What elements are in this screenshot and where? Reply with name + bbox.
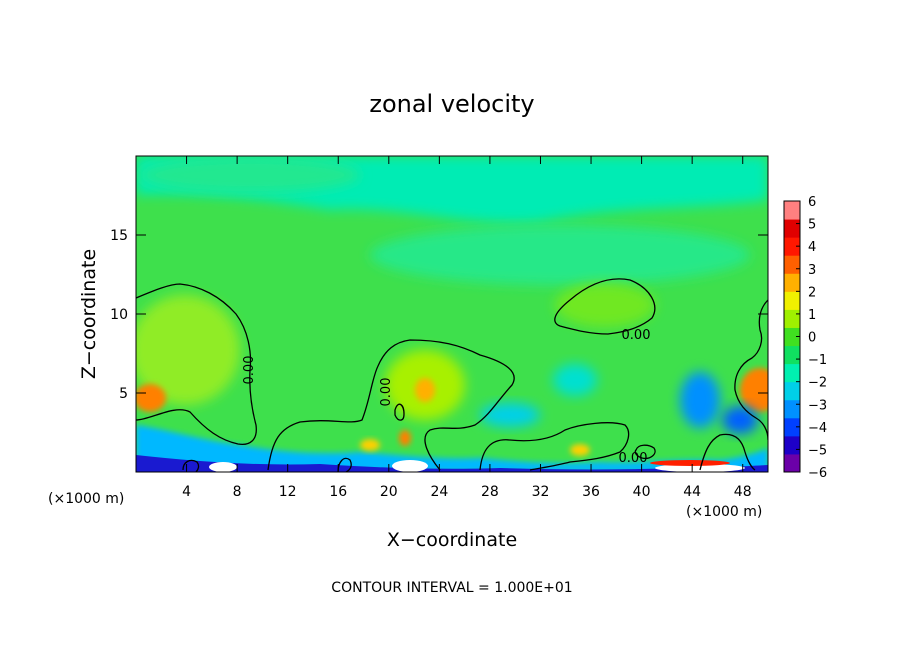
colorbar-segment <box>784 273 800 292</box>
colorbar-tick-label: −4 <box>808 421 827 436</box>
surface-band <box>136 455 768 472</box>
anomaly-mid-cyan <box>480 403 540 427</box>
x-tick-label: 32 <box>532 484 550 500</box>
contour-label: 0.00 <box>619 451 648 466</box>
y-tick-label: 10 <box>110 307 128 323</box>
colorbar-segment <box>784 327 800 347</box>
contour-line-far-right <box>699 433 756 471</box>
x-tick-label: 24 <box>430 484 448 500</box>
colorbar-tick-label: 6 <box>808 195 816 210</box>
colorbar-segment <box>784 363 800 383</box>
near-surface-band <box>136 425 768 472</box>
contour-labels: 0.00 0.00 0.00 0.00 <box>242 328 650 466</box>
x-unit-left: (×1000 m) <box>48 491 124 507</box>
colorbar-tick-label: −5 <box>808 443 827 458</box>
heatmap-field <box>136 156 768 472</box>
colorbar-segment <box>784 309 800 328</box>
x-axis-label: X−coordinate <box>387 529 517 551</box>
anomaly-left-core <box>136 384 166 412</box>
anomaly-right-blue <box>680 372 720 428</box>
colorbar-tick-label: 0 <box>808 331 816 346</box>
anomaly-right-edge <box>740 368 768 412</box>
contour-line-right-lower <box>479 422 630 471</box>
x-tick-label: 28 <box>481 484 499 500</box>
colorbar-segment <box>784 345 800 365</box>
anomaly-upper-right <box>555 283 655 327</box>
colorbar-tick-label: 1 <box>808 308 816 323</box>
colorbar: 6 5 4 3 2 1 0 −1 −2 −3 −4 −5 −6 <box>783 195 827 481</box>
surface-white-2 <box>392 460 428 472</box>
contour-line-left <box>136 283 257 446</box>
anomaly-right-blue-2 <box>722 406 758 434</box>
chart-title: zonal velocity <box>369 90 534 118</box>
x-unit-right: (×1000 m) <box>686 504 762 520</box>
x-axis-ticks: 4 8 12 16 20 24 28 32 36 40 44 48 <box>182 156 752 500</box>
contour-line-right-edge <box>734 299 768 441</box>
x-tick-label: 4 <box>182 484 191 500</box>
colorbar-segment <box>784 381 800 401</box>
y-axis-label: Z−coordinate <box>78 249 100 379</box>
colorbar-tick-label: −3 <box>808 398 827 413</box>
colorbar-segment <box>784 453 800 473</box>
contour-line-right-upper <box>554 278 656 335</box>
x-tick-label: 12 <box>279 484 297 500</box>
contour-label: 0.00 <box>379 378 394 407</box>
contour-line-mid <box>267 339 515 471</box>
anomaly-right-cyan <box>553 364 597 396</box>
colorbar-segment <box>784 291 800 310</box>
x-tick-label: 48 <box>734 484 752 500</box>
contour-interval-note: CONTOUR INTERVAL = 1.000E+01 <box>331 580 572 596</box>
contour-label: 0.00 <box>242 356 257 385</box>
colorbar-tick-label: −6 <box>808 466 827 481</box>
x-tick-label: 16 <box>329 484 347 500</box>
contour-line-small-3 <box>394 403 405 421</box>
upper-patch <box>140 157 360 193</box>
x-tick-label: 40 <box>633 484 651 500</box>
contour-label: 0.00 <box>622 328 651 343</box>
anomaly-mid-core <box>415 378 435 402</box>
colorbar-segment <box>784 255 800 274</box>
colorbar-segment <box>784 237 800 256</box>
colorbar-tick-label: −1 <box>808 353 827 368</box>
colorbar-tick-label: 2 <box>808 285 816 300</box>
colorbar-segment <box>784 399 800 419</box>
contour-line-small-2 <box>337 457 352 472</box>
low-yellow-1 <box>360 439 380 451</box>
low-yellow-3 <box>399 430 411 446</box>
colorbar-segment <box>784 219 800 238</box>
anomaly-left <box>136 295 240 405</box>
contour-line-small-1 <box>182 459 200 472</box>
y-tick-label: 5 <box>119 386 128 402</box>
low-yellow-2 <box>570 444 590 456</box>
contour-lines <box>136 278 768 472</box>
x-tick-label: 44 <box>683 484 701 500</box>
surface-red <box>650 460 730 466</box>
colorbar-tick-label: −2 <box>808 376 827 391</box>
plot-area: 0.00 0.00 0.00 0.00 4 8 12 16 20 24 28 32 36 40 44… <box>110 155 769 500</box>
x-tick-label: 20 <box>380 484 398 500</box>
colorbar-tick-label: 5 <box>808 218 816 233</box>
colorbar-tick-label: 4 <box>808 240 816 255</box>
y-axis-ticks: 5 10 15 <box>110 228 768 402</box>
x-tick-label: 36 <box>582 484 600 500</box>
x-tick-label: 8 <box>233 484 242 500</box>
contour-line-small-4 <box>634 444 656 460</box>
colorbar-tick-label: 3 <box>808 263 816 278</box>
surface-white-1 <box>209 462 237 472</box>
colorbar-segment <box>784 435 800 455</box>
colorbar-segment <box>784 201 800 220</box>
mid-patch <box>370 225 750 285</box>
colorbar-segment <box>784 417 800 437</box>
y-tick-label: 15 <box>110 228 128 244</box>
